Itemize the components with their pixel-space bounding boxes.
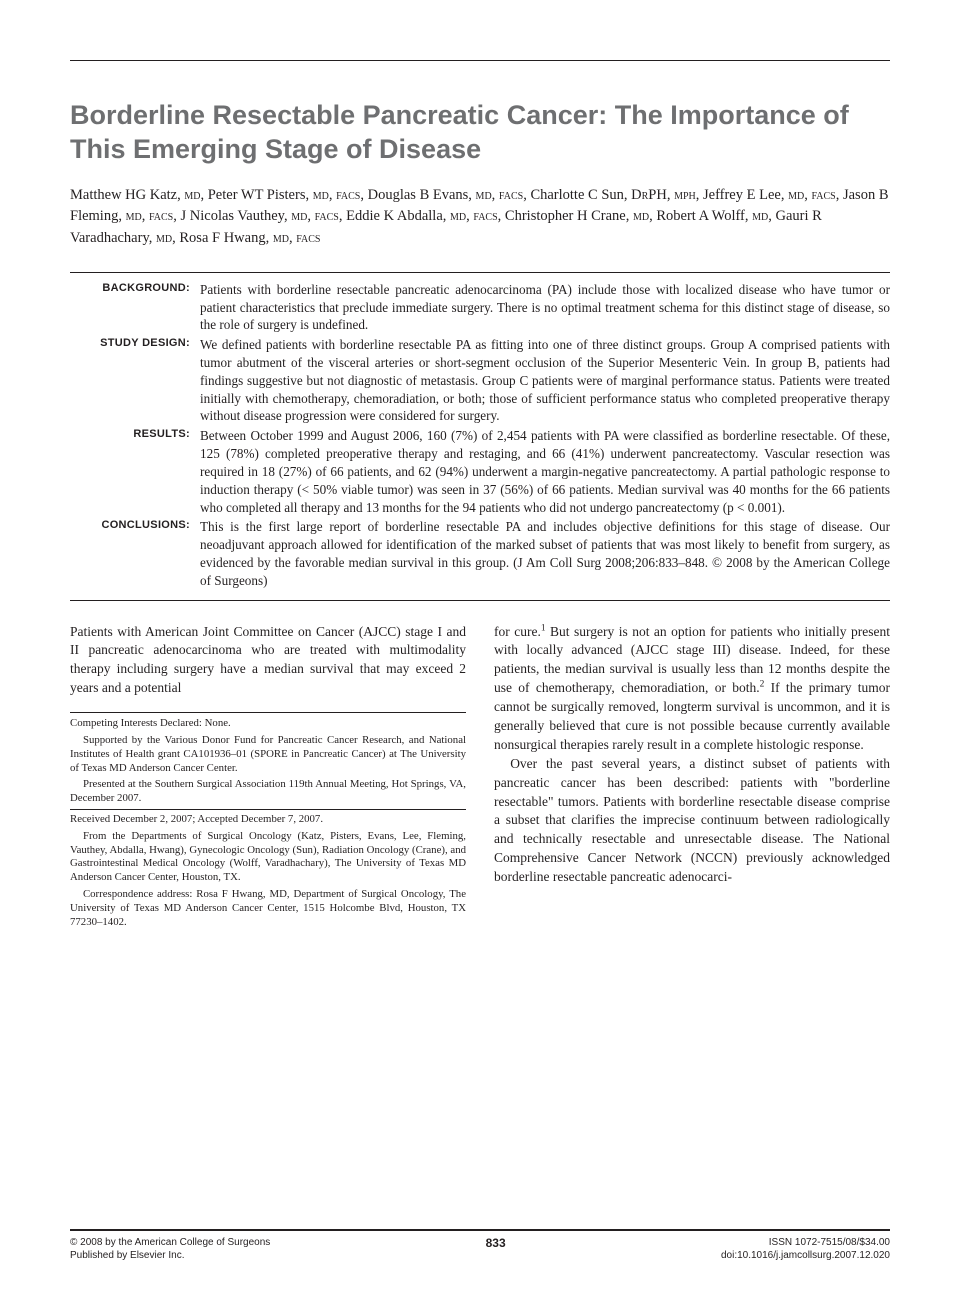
footnote-presented: Presented at the Southern Surgical Assoc… — [70, 778, 466, 806]
abstract-text: Patients with borderline resectable panc… — [200, 281, 890, 334]
abstract-study-design: STUDY DESIGN: We defined patients with b… — [70, 336, 890, 425]
page-number: 833 — [486, 1236, 506, 1262]
abstract-label: BACKGROUND: — [70, 281, 200, 334]
structured-abstract: BACKGROUND: Patients with borderline res… — [70, 272, 890, 601]
abstract-results: RESULTS: Between October 1999 and August… — [70, 427, 890, 516]
right-column: for cure.1 But surgery is not an option … — [494, 623, 890, 933]
doi: doi:10.1016/j.jamcollsurg.2007.12.020 — [721, 1250, 890, 1261]
issn: ISSN 1072-7515/08/$34.00 — [769, 1237, 890, 1248]
footnote-affiliations: From the Departments of Surgical Oncolog… — [70, 830, 466, 885]
footnote-received: Received December 2, 2007; Accepted Dece… — [70, 813, 466, 827]
abstract-text: Between October 1999 and August 2006, 16… — [200, 427, 890, 516]
abstract-label: CONCLUSIONS: — [70, 518, 200, 589]
publisher: Published by Elsevier Inc. — [70, 1250, 185, 1261]
left-column: Patients with American Joint Committee o… — [70, 623, 466, 933]
article-title: Borderline Resectable Pancreatic Cancer:… — [70, 99, 890, 167]
abstract-text: This is the first large report of border… — [200, 518, 890, 589]
abstract-background: BACKGROUND: Patients with borderline res… — [70, 281, 890, 334]
footnote-rule — [70, 809, 466, 810]
top-rule — [70, 60, 890, 61]
page-footer: © 2008 by the American College of Surgeo… — [70, 1229, 890, 1262]
body-columns: Patients with American Joint Committee o… — [70, 623, 890, 933]
footer-left: © 2008 by the American College of Surgeo… — [70, 1236, 270, 1262]
abstract-label: STUDY DESIGN: — [70, 336, 200, 425]
abstract-text: We defined patients with borderline rese… — [200, 336, 890, 425]
body-paragraph: Patients with American Joint Committee o… — [70, 623, 466, 699]
footer-right: ISSN 1072-7515/08/$34.00 doi:10.1016/j.j… — [721, 1236, 890, 1262]
author-list: Matthew HG Katz, md, Peter WT Pisters, m… — [70, 185, 890, 250]
body-paragraph: Over the past several years, a distinct … — [494, 755, 890, 887]
copyright: © 2008 by the American College of Surgeo… — [70, 1237, 270, 1248]
abstract-conclusions: CONCLUSIONS: This is the first large rep… — [70, 518, 890, 589]
footnote-correspondence: Correspondence address: Rosa F Hwang, MD… — [70, 888, 466, 929]
body-paragraph: for cure.1 But surgery is not an option … — [494, 623, 890, 755]
footnote-competing-interests: Competing Interests Declared: None. — [70, 717, 466, 731]
footnotes-block: Competing Interests Declared: None. Supp… — [70, 712, 466, 929]
abstract-label: RESULTS: — [70, 427, 200, 516]
footnote-support: Supported by the Various Donor Fund for … — [70, 734, 466, 775]
